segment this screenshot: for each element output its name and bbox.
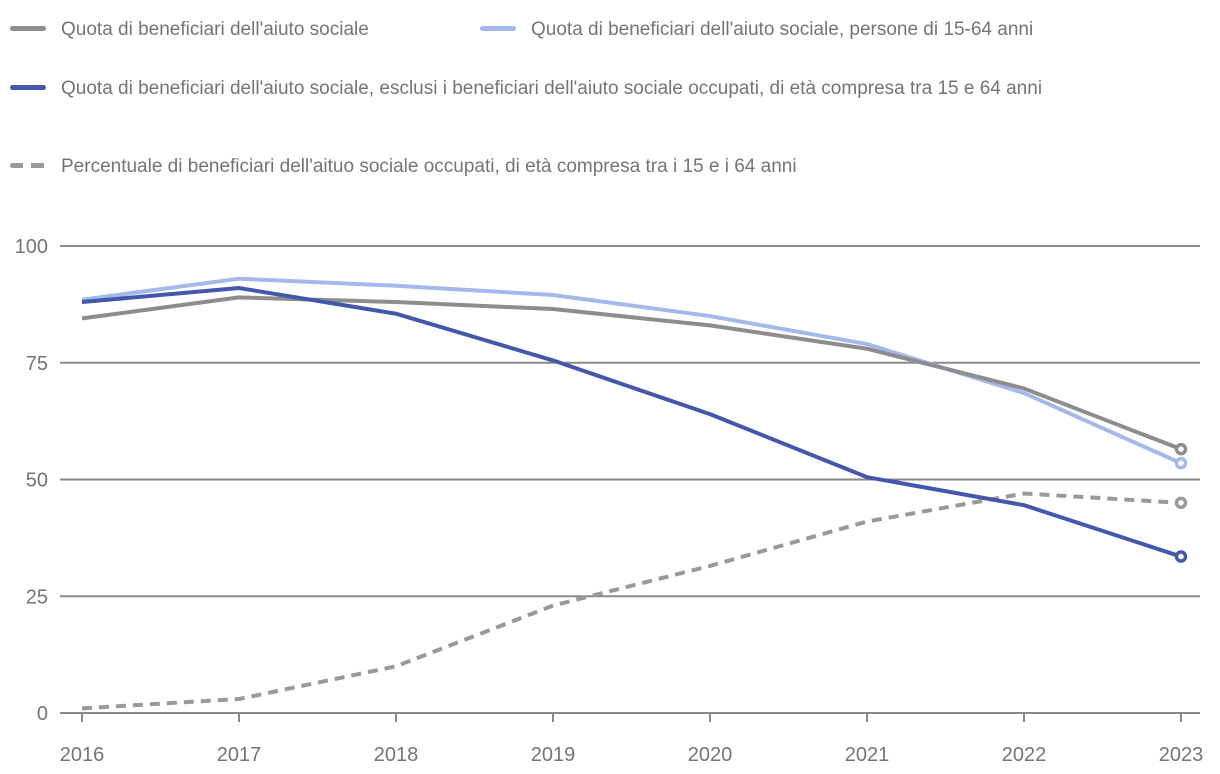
x-axis-tick-label: 2021 (845, 744, 890, 766)
legend-label: Quota di beneficiari dell'aiuto sociale,… (531, 19, 1034, 40)
y-axis-tick-label: 0 (37, 703, 48, 725)
y-axis-tick-label: 25 (26, 586, 48, 608)
legend-swatch-darkblue-line-icon (10, 85, 46, 91)
legend-swatch-lightblue-line-icon (480, 26, 516, 32)
series-line-1 (81, 276, 1182, 465)
chart-area: 0 25 50 75 100 2016 2017 2018 2019 2020 2021 2022 20… (0, 225, 1220, 774)
legend-swatch-gray-line-icon (10, 26, 46, 32)
line-chart: 0 25 50 75 100 2016 2017 2018 2019 2020 2021 2022 20… (15, 236, 1204, 766)
x-axis-tick-label: 2020 (688, 744, 733, 766)
series-end-marker-3 (1174, 496, 1188, 510)
legend-row-1: Quota di beneficiari dell'aiuto sociale … (10, 16, 1210, 44)
x-axis-tick-label: 2017 (217, 744, 262, 766)
legend-row-3: Percentuale di beneficiari dell'aituo so… (10, 153, 1210, 181)
x-axis-tick-label: 2016 (60, 744, 105, 766)
legend-label: Quota di beneficiari dell'aiuto sociale (61, 19, 369, 40)
legend-swatch-dashed-line-icon (10, 163, 46, 169)
y-axis-tick-label: 50 (26, 470, 48, 492)
y-axis-tick-label: 100 (15, 236, 48, 258)
series-line-3 (81, 491, 1182, 711)
y-axis-tick-label: 75 (26, 353, 48, 375)
legend-row-2: Quota di beneficiari dell'aiuto sociale,… (10, 71, 1170, 106)
legend-item-esclusi-occupati: Quota di beneficiari dell'aiuto sociale,… (10, 78, 1042, 99)
legend-item-quota-15-64: Quota di beneficiari dell'aiuto sociale,… (480, 16, 1033, 44)
legend-item-percentuale-occupati: Percentuale di beneficiari dell'aituo so… (10, 156, 797, 177)
series-line-0 (81, 295, 1182, 452)
x-axis-tick-label: 2023 (1159, 744, 1204, 766)
series-line-2 (81, 286, 1182, 559)
series-end-marker-1 (1174, 456, 1188, 470)
series-end-marker-0 (1174, 442, 1188, 456)
legend-label: Quota di beneficiari dell'aiuto sociale,… (61, 78, 1043, 99)
series-end-marker-2 (1174, 550, 1188, 563)
x-axis-tick-label: 2018 (374, 744, 419, 766)
legend-item-quota-totale: Quota di beneficiari dell'aiuto sociale (10, 19, 369, 40)
x-axis-tick-label: 2022 (1002, 744, 1047, 766)
legend-label: Percentuale di beneficiari dell'aituo so… (61, 156, 797, 177)
x-axis-tick-label: 2019 (531, 744, 576, 766)
